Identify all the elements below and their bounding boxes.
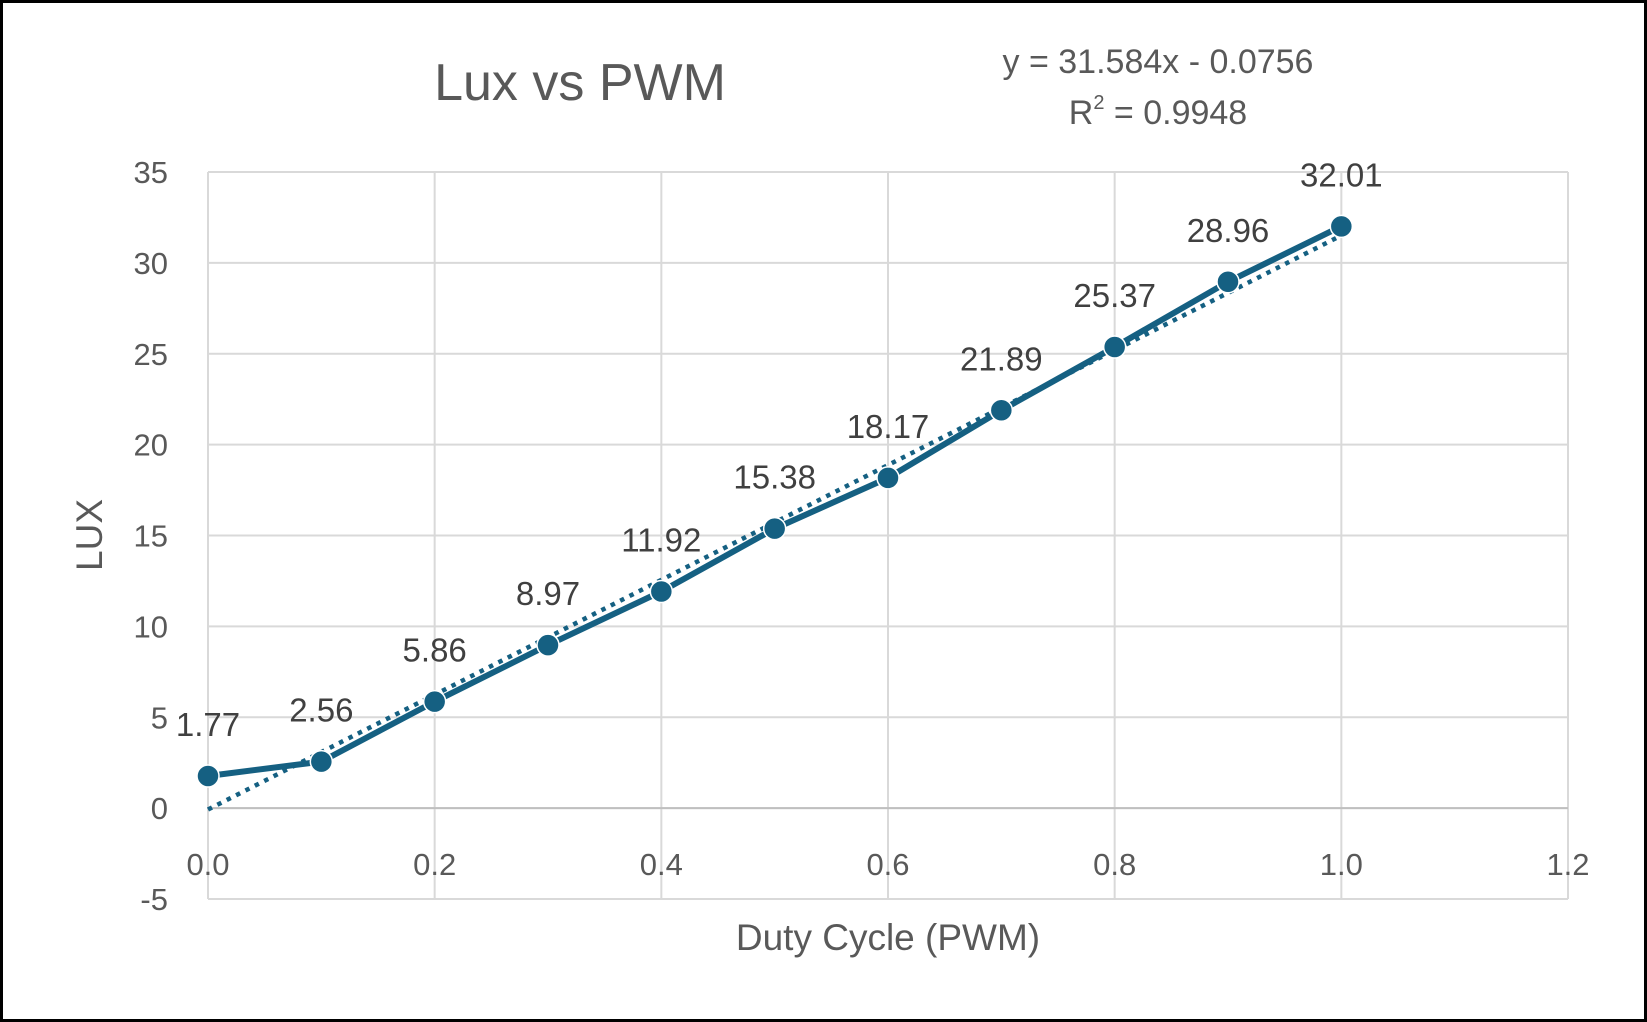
data-label: 25.37 (1073, 277, 1156, 314)
data-label: 2.56 (289, 692, 353, 729)
x-tick-label: 1.2 (1546, 847, 1589, 882)
data-label: 32.01 (1300, 156, 1383, 193)
data-point (989, 398, 1014, 423)
grid-layer (207, 171, 1569, 900)
y-tick-label: 5 (151, 700, 168, 735)
data-point (309, 749, 334, 774)
data-point (649, 579, 674, 604)
data-label: 18.17 (847, 408, 930, 445)
trendline-r-squared: R2 = 0.9948 (1069, 92, 1247, 132)
data-label: 28.96 (1187, 212, 1270, 249)
data-label: 21.89 (960, 340, 1043, 377)
data-label: 11.92 (621, 521, 701, 558)
data-point (1216, 270, 1240, 294)
x-tick-label: 1.0 (1320, 847, 1363, 882)
data-point (876, 466, 900, 490)
y-tick-label: 10 (134, 609, 168, 644)
y-axis-title: LUX (69, 499, 110, 571)
r-squared-value: = 0.9948 (1104, 94, 1247, 132)
x-tick-label: 0.0 (186, 847, 229, 882)
y-tick-label: -5 (140, 882, 168, 917)
y-tick-label: 30 (134, 246, 168, 281)
trendline-equation: y = 31.584x - 0.0756 (1003, 43, 1314, 81)
r-squared-exponent: 2 (1093, 92, 1104, 114)
data-point (536, 633, 560, 657)
data-point (762, 516, 787, 541)
series-line (207, 223, 1343, 779)
data-label: 15.38 (733, 459, 816, 496)
x-tick-label: 0.2 (413, 847, 456, 882)
y-tick-label: 0 (151, 791, 168, 826)
r-squared-prefix: R (1069, 94, 1094, 132)
data-point (1102, 335, 1127, 359)
chart-title: Lux vs PWM (434, 54, 726, 112)
data-label: 5.86 (403, 632, 467, 669)
x-tick-label: 0.8 (1093, 847, 1136, 882)
y-tick-label: 20 (134, 428, 168, 463)
data-label: 1.77 (176, 706, 240, 743)
x-axis-title: Duty Cycle (PWM) (736, 917, 1040, 958)
data-point (196, 764, 220, 788)
y-tick-label: 15 (134, 519, 168, 554)
data-point (422, 689, 447, 714)
data-label: 8.97 (516, 575, 580, 612)
data-point (1329, 214, 1354, 239)
y-tick-label: 25 (134, 337, 168, 372)
x-tick-label: 0.4 (640, 847, 683, 882)
series-layer: 1.77 2.56 5.86 8.97 11.92 15.38 18.17 21.89 25.3… (176, 156, 1383, 788)
y-tick-label: 35 (134, 155, 168, 190)
x-tick-label: 0.6 (866, 847, 909, 882)
trendline (206, 233, 1343, 812)
trendline-layer (206, 233, 1343, 812)
tick-label-layer: -5 0 5 10 15 20 25 30 35 0.0 0.2 0.4 0.6 0.8 1.0 1.2 (134, 155, 1590, 917)
